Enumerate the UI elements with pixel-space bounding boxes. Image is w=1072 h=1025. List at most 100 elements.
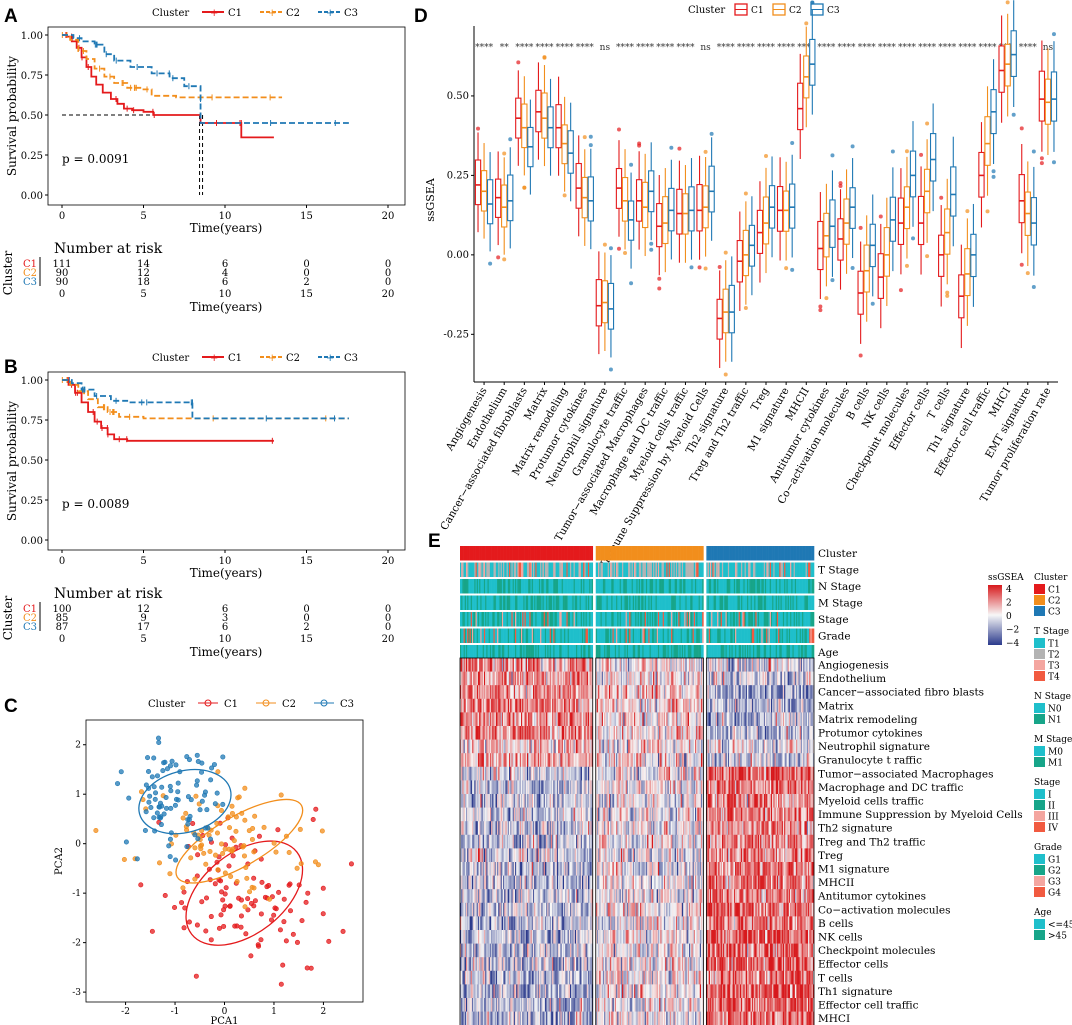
annotation-cell [480, 562, 482, 577]
annotation-cell [655, 628, 658, 643]
annotation-cell [494, 628, 497, 643]
annotation-cell [625, 628, 628, 643]
heatmap-cell [538, 698, 541, 713]
annotation-cell [523, 645, 525, 660]
annotation-cell [461, 612, 463, 627]
annotation-cell [803, 579, 805, 594]
heatmap-cell [515, 780, 517, 795]
pca-point-c1 [251, 875, 257, 881]
annotation-cell [558, 612, 560, 627]
heatmap-cell [532, 794, 535, 808]
heatmap-cell [480, 807, 482, 822]
heatmap-cell [489, 889, 492, 904]
box-outlier-c1 [697, 265, 702, 270]
annotation-cell [718, 595, 720, 610]
annotation-cell [515, 612, 517, 627]
annotation-cell [481, 595, 484, 610]
heatmap-cell [487, 658, 490, 672]
annotation-cell [519, 579, 522, 594]
annotation-cell [736, 579, 738, 594]
heatmap-cell [565, 671, 567, 686]
annotation-cell [578, 628, 580, 643]
annotation-cell [779, 645, 781, 660]
annotation-cell [581, 595, 584, 610]
annotation-cell [543, 645, 546, 660]
heatmap-cell [492, 671, 494, 686]
annotation-cell [786, 579, 788, 594]
heatmap-cell [520, 712, 523, 727]
box-outlier-c3 [1031, 149, 1036, 154]
heatmap-cell [513, 794, 516, 808]
annotation-cell [763, 628, 766, 643]
annotation-cell [636, 579, 638, 594]
heatmap-cell [511, 889, 513, 904]
annotation-cell [711, 645, 713, 660]
heatmap-cell [513, 780, 516, 795]
heatmap-cell [558, 739, 560, 754]
annotation-cell [477, 579, 480, 594]
annotation-cell [462, 579, 464, 594]
box-c3 [829, 199, 836, 248]
pca-point-c3 [199, 798, 205, 804]
heatmap-cell [571, 834, 573, 849]
heatmap-cell [541, 862, 543, 876]
heatmap-cell [473, 834, 475, 849]
pca-point-c3 [194, 778, 200, 784]
annotation-cell [768, 562, 771, 577]
heatmap-cell [553, 685, 555, 700]
annotation-cell [572, 579, 574, 594]
legend-cross: + [268, 8, 276, 19]
heatmap-cell [574, 780, 577, 795]
significance-label: **** [717, 43, 736, 53]
annotation-cell [467, 645, 469, 660]
annotation-cell [741, 579, 743, 594]
heatmap-cell [546, 671, 548, 686]
heatmap-cell [506, 794, 509, 808]
annotation-cell [610, 546, 612, 561]
annotation-cell [812, 595, 815, 610]
annotation-cell [744, 612, 747, 627]
heatmap-cell [469, 794, 472, 808]
heatmap-cell [499, 658, 501, 672]
heatmap-cell [481, 848, 484, 863]
annotation-cell [596, 612, 599, 627]
pca-point-c3 [185, 821, 191, 827]
heatmap-cell [501, 739, 504, 754]
annotation-cell [724, 612, 726, 627]
annotation-cell [714, 546, 717, 561]
annotation-cell [566, 546, 568, 561]
annotation-cell [713, 595, 716, 610]
annotation-cell [530, 546, 533, 561]
box-outlier-c1 [476, 126, 481, 131]
heatmap-cell [558, 726, 560, 740]
pca-point-c2 [184, 827, 190, 833]
annotation-cell [725, 546, 728, 561]
heatmap-cell [555, 658, 558, 672]
heatmap-cell [505, 821, 507, 836]
heatmap-cell [542, 848, 545, 863]
heatmap-cell [573, 712, 576, 727]
annotation-cell [476, 612, 479, 627]
heatmap-cell [531, 766, 534, 781]
annotation-cell [634, 546, 636, 561]
heatmap-cell [491, 834, 493, 849]
annotation-cell [463, 579, 466, 594]
heatmap-cell [518, 739, 521, 754]
heatmap-cell [471, 834, 474, 849]
risk-x-tick-label: 10 [219, 634, 232, 645]
heatmap-cell [511, 766, 513, 781]
heatmap-cell [465, 671, 468, 686]
heatmap-cell [566, 862, 568, 876]
heatmap-cell [520, 807, 523, 822]
annotation-cell [495, 645, 498, 660]
annotation-cell [681, 645, 684, 660]
pca-point-c2 [241, 843, 247, 849]
heatmap-cell [562, 794, 565, 808]
annotation-cell [791, 546, 793, 561]
annotation-cell [803, 645, 805, 660]
box-outlier-c3 [608, 367, 613, 372]
heatmap-cell [500, 766, 503, 781]
heatmap-cell [552, 780, 554, 795]
heatmap-cell [473, 712, 475, 727]
heatmap-cell [581, 766, 584, 781]
